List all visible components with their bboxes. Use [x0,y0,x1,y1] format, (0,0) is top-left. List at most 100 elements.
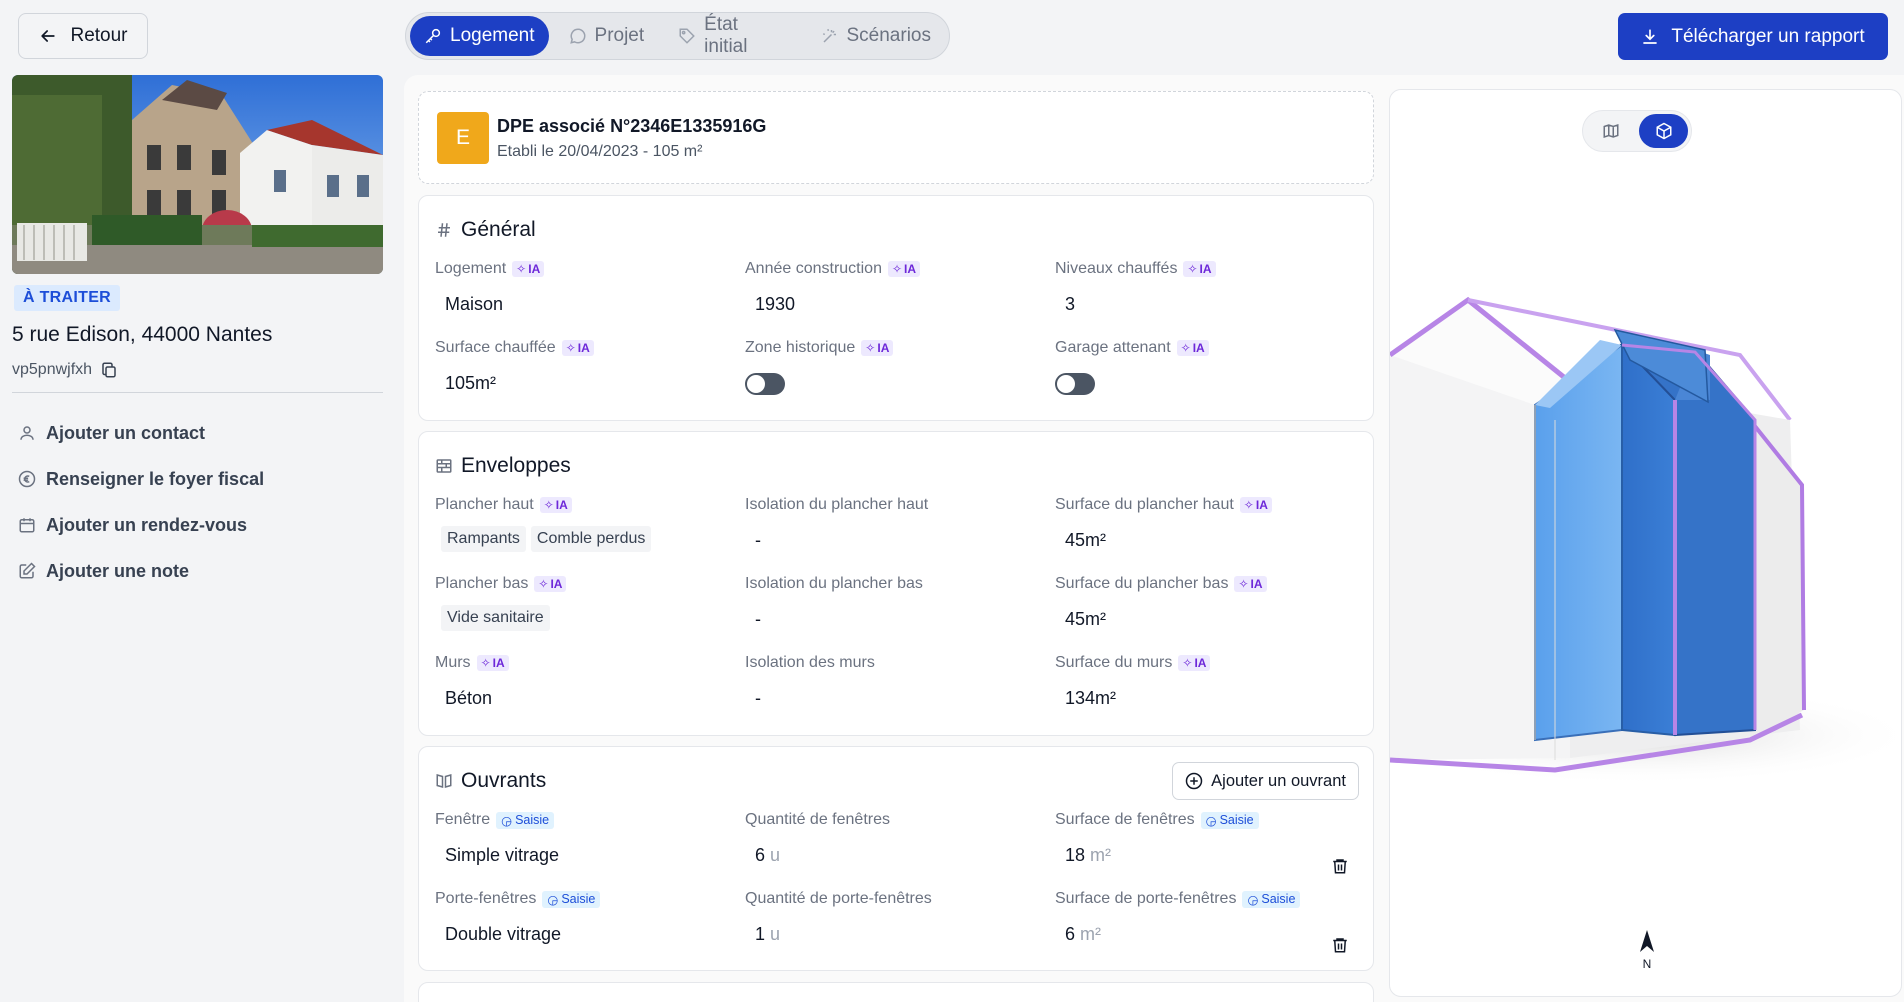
tab-projet-label: Projet [594,25,645,46]
add-note-label: Ajouter une note [46,560,189,581]
copy-icon[interactable] [100,361,118,379]
map-view-button[interactable] [1586,114,1635,148]
dpe-card[interactable]: E DPE associé N°2346E1335916G Etabli le … [418,91,1374,184]
compass-icon [1640,930,1654,952]
surf-haut-value[interactable]: 45m² [1065,530,1107,550]
3d-view-button[interactable] [1639,114,1688,148]
view-mode-toggle [1582,110,1692,152]
fiscal-household-label: Renseigner le foyer fiscal [46,468,265,489]
ia-badge: ✧ IA [1178,655,1211,671]
add-appointment-label: Ajouter un rendez-vous [46,514,248,535]
building-3d-model: N [1390,296,1901,971]
zone-historique-toggle[interactable] [745,373,785,395]
surf-bas-field: Surface du plancher bas ✧ IA 45m² [1055,573,1355,630]
fenetre-surf-label: Surface de fenêtres [1055,811,1195,828]
iso-murs-label: Isolation des murs [745,654,875,671]
check-circle-icon: ◶ [547,892,559,907]
tag-icon [679,28,695,44]
edit-note-icon [19,562,36,579]
tab-logement[interactable]: Logement [410,16,549,56]
niveaux-value[interactable]: 3 [1065,294,1076,314]
ia-badge: ✧ IA [1234,576,1267,592]
ia-text: IA [528,262,541,276]
sparkle-icon: ✧ [1180,341,1191,355]
fenetre-qty-field: Quantité de fenêtres 6 u [745,809,1045,866]
saisie-badge: ◶ Saisie [1200,811,1259,829]
sparkle-icon: ✧ [1187,262,1198,276]
unit-label: u [770,845,781,865]
surf-murs-value[interactable]: 134m² [1065,688,1117,708]
annee-value[interactable]: 1930 [755,294,796,314]
garage-label: Garage attenant [1055,339,1171,356]
porte-fenetre-surf-field: Surface de porte-fenêtres ◶ Saisie 6 m² [1055,888,1355,945]
surf-haut-field: Surface du plancher haut ✧ IA 45m² [1055,494,1355,551]
fenetre-qty-input[interactable]: 6 u [745,845,1045,866]
enveloppes-section: Enveloppes Plancher haut ✧ IA Rampants Comb… [418,431,1374,736]
tab-scenarios-label: Scénarios [846,25,932,46]
trash-icon[interactable] [1331,857,1349,875]
sparkle-icon: ✧ [1243,498,1254,512]
saisie-text: Saisie [1261,892,1296,906]
enveloppes-title-label: Enveloppes [461,454,571,477]
ouvrants-title: Ouvrants [435,769,546,793]
porte-fenetre-qty-input[interactable]: 1 u [745,924,1045,945]
back-label: Retour [70,25,128,46]
tab-projet[interactable]: Projet [555,16,659,56]
zone-historique-field: Zone historique ✧ IA [745,337,1045,395]
tab-logement-label: Logement [450,25,535,46]
tab-scenarios[interactable]: Scénarios [807,16,946,56]
ia-badge: ✧ IA [476,655,509,671]
ia-text: IA [492,656,505,670]
back-button[interactable]: Retour [18,13,148,59]
user-icon [20,426,34,440]
logement-label: Logement [435,260,507,277]
ia-badge: ✧ IA [539,497,572,513]
dpe-title: DPE associé N°2346E1335916G [497,116,767,136]
fenetre-surf-input[interactable]: 18 m² [1055,845,1355,866]
ia-text: IA [904,262,917,276]
murs-field: Murs ✧ IA Béton [435,652,735,709]
building-3d-viewer[interactable]: N [1389,89,1902,997]
garage-toggle[interactable] [1055,373,1095,395]
sparkle-icon: ✧ [1182,656,1193,670]
arrow-left-icon [41,30,56,42]
euro-icon [18,470,36,488]
fenetre-type-value[interactable]: Simple vitrage [445,845,560,865]
plancher-haut-field: Plancher haut ✧ IA Rampants Comble perdus [435,494,735,552]
porte-fenetre-qty-field: Quantité de porte-fenêtres 1 u [745,888,1045,945]
add-ouvrant-button[interactable]: Ajouter un ouvrant [1172,762,1359,800]
add-appointment-action[interactable]: Ajouter un rendez-vous [18,502,264,548]
iso-haut-value[interactable]: - [755,530,761,550]
plancher-haut-chips[interactable]: Rampants Comble perdus [435,526,735,552]
ia-text: IA [877,341,890,355]
fenetre-type-label: Fenêtre [435,811,491,828]
trash-icon[interactable] [1331,936,1349,954]
fiscal-household-action[interactable]: Renseigner le foyer fiscal [18,456,264,502]
general-section: Général Logement ✧ IA Maison Année constru… [418,195,1374,421]
iso-bas-value[interactable]: - [755,609,761,629]
add-note-action[interactable]: Ajouter une note [18,548,264,594]
iso-murs-value[interactable]: - [755,688,761,708]
porte-fenetre-type-value[interactable]: Double vitrage [445,924,562,944]
murs-value[interactable]: Béton [445,688,493,708]
surf-bas-label: Surface du plancher bas [1055,575,1229,592]
tab-etat-initial[interactable]: État initial [664,14,800,57]
porte-fenetre-type-field: Porte-fenêtres ◶ Saisie Double vitrage [435,888,735,945]
porte-fenetre-surf-input[interactable]: 6 m² [1055,924,1355,945]
iso-haut-label: Isolation du plancher haut [745,496,929,513]
logement-value[interactable]: Maison [445,294,504,314]
add-contact-action[interactable]: Ajouter un contact [18,410,264,456]
sparkle-icon: ✧ [565,341,576,355]
download-report-button[interactable]: Télécharger un rapport [1618,13,1888,60]
fenetre-surf-field: Surface de fenêtres ◶ Saisie 18 m² [1055,809,1355,866]
porte-fenetre-qty-label: Quantité de porte-fenêtres [745,890,932,907]
fenetre-qty-value: 6 [755,845,766,865]
hash-icon [438,223,450,237]
saisie-text: Saisie [1219,813,1254,827]
surface-value[interactable]: 105m² [445,373,497,393]
add-contact-label: Ajouter un contact [46,422,206,443]
surf-bas-value[interactable]: 45m² [1065,609,1107,629]
enveloppes-title: Enveloppes [435,454,571,478]
dpe-subtitle: Etabli le 20/04/2023 - 105 m² [497,143,703,160]
plancher-bas-chips[interactable]: Vide sanitaire [435,605,735,631]
